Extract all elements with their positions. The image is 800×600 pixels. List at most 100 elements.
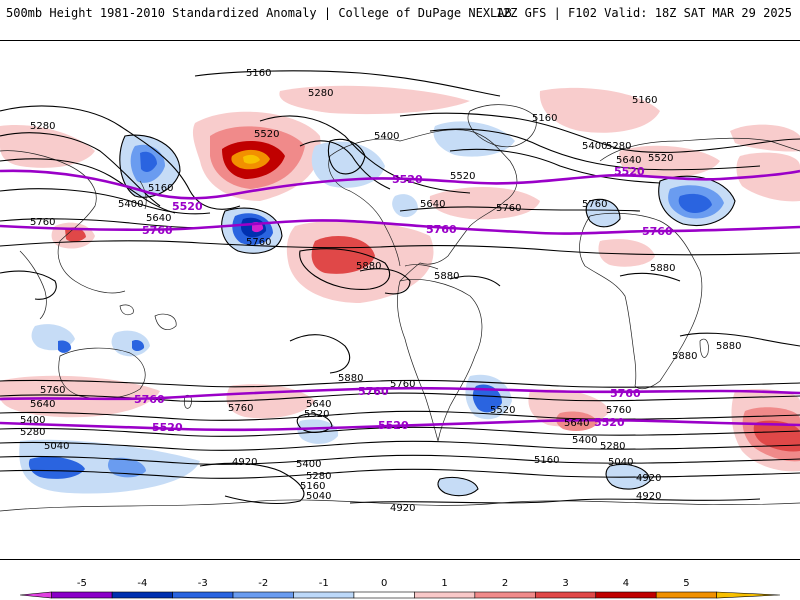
contour-label: 5640 (146, 213, 171, 224)
contour-label: 5280 (600, 441, 625, 452)
contour-label: 5160 (532, 113, 557, 124)
contour-label: 5160 (148, 183, 173, 194)
colorbar-tick-label: -1 (319, 578, 329, 589)
contour-label: 4920 (636, 491, 661, 502)
contour-line (619, 272, 681, 282)
coastline (404, 264, 439, 270)
colorbar-segment (353, 591, 415, 599)
colorbar-tick-label: 5 (683, 578, 689, 589)
contour-line (0, 105, 241, 210)
contour-label: 5640 (306, 399, 331, 410)
model-valid-time: 12Z GFS | F102 Valid: 18Z SAT MAR 29 202… (495, 6, 792, 20)
contour-label: 5880 (338, 373, 363, 384)
contour-label: 5880 (650, 263, 675, 274)
contour-line (0, 440, 800, 451)
contour-line (605, 463, 651, 490)
contour-label: 5400 (582, 141, 607, 152)
contour-label: 5520 (490, 405, 515, 416)
colorbar-segment (232, 591, 294, 599)
contour-line (327, 138, 366, 175)
highlight-contours (0, 169, 800, 432)
contour-labels: 5160 5160 5160 5160 5280 5280 5280 5400 … (20, 68, 741, 514)
contour-label: 5040 (44, 441, 69, 452)
contour-line (0, 158, 176, 214)
colorbar-segment (172, 591, 234, 599)
anomaly-region (107, 457, 146, 478)
colorbar-tick-label: -3 (198, 578, 208, 589)
contour-line (679, 332, 800, 347)
contour-line (299, 248, 390, 290)
contour-label: 5400 (20, 415, 45, 426)
contour-line (194, 70, 501, 97)
anomaly-region (111, 330, 150, 357)
contour-label: 5280 (606, 141, 631, 152)
coastline (19, 250, 47, 320)
contour-label: 5760 (246, 237, 271, 248)
anomaly-region (58, 340, 72, 353)
contour-line (199, 462, 305, 505)
contour-label: 5280 (306, 471, 331, 482)
contour-line (585, 198, 621, 228)
contour-label: 5760 (390, 379, 415, 390)
anomaly-region (678, 193, 712, 213)
anomaly-region (736, 152, 800, 202)
contour-label: 5760 (228, 403, 253, 414)
contour-line (359, 268, 411, 295)
contour-line (0, 240, 800, 256)
contour-label: 5880 (356, 261, 381, 272)
contour-line (349, 498, 761, 504)
contour-line (0, 188, 211, 215)
contour-5760-nh (0, 219, 800, 235)
colorbar-tick-label: -5 (77, 578, 87, 589)
contour-label-5520: 5520 (392, 173, 423, 186)
contour-line (399, 112, 800, 153)
contour-label: 4920 (636, 473, 661, 484)
height-contours (0, 70, 800, 505)
anomaly-region (65, 227, 86, 242)
anomaly-region (753, 420, 800, 452)
contour-label: 5160 (632, 95, 657, 106)
coastline (397, 280, 439, 442)
contour-label-5520: 5520 (152, 421, 183, 434)
anomaly-region (437, 477, 478, 496)
coastline (599, 137, 800, 162)
coastline (399, 279, 483, 442)
contour-line (0, 379, 800, 388)
coastline (329, 129, 518, 282)
contour-label-5760: 5760 (142, 224, 173, 237)
contour-label: 5520 (450, 171, 475, 182)
anomaly-region (132, 339, 145, 351)
contour-label: 5880 (672, 351, 697, 362)
colorbar-segment (293, 591, 355, 599)
contour-label: 5280 (20, 427, 45, 438)
anomaly-region (433, 121, 515, 157)
anomaly-shading (0, 85, 800, 496)
contour-label-5520: 5520 (378, 419, 409, 432)
contour-label: 5400 (118, 199, 143, 210)
coastline (154, 313, 177, 330)
contour-label: 5160 (534, 455, 559, 466)
contour-label: 5760 (582, 199, 607, 210)
contour-label: 5280 (30, 121, 55, 132)
contour-line (658, 175, 736, 226)
contour-label-5520: 5520 (614, 165, 645, 178)
contour-line (119, 134, 181, 198)
contour-line (296, 413, 333, 433)
contour-line (437, 476, 479, 497)
contour-label: 5880 (716, 341, 741, 352)
contour-label: 4920 (390, 503, 415, 514)
anomaly-region (279, 85, 470, 115)
contour-label-5520: 5520 (172, 200, 203, 213)
contour-label-5760: 5760 (358, 385, 389, 398)
colorbar-segment (19, 591, 52, 599)
colorbar-segment (414, 591, 476, 599)
colorbar-svg: -5 -4 -3 -2 -1 0 1 2 3 4 5 (19, 578, 781, 599)
anomaly-region (140, 151, 157, 172)
colorbar-tick-label: -4 (137, 578, 147, 589)
contour-label: 5640 (420, 199, 445, 210)
colorbar-tick-label: 3 (562, 578, 568, 589)
contour-label: 5520 (648, 153, 673, 164)
anomaly-region (618, 145, 720, 179)
contour-label: 5880 (434, 271, 459, 282)
